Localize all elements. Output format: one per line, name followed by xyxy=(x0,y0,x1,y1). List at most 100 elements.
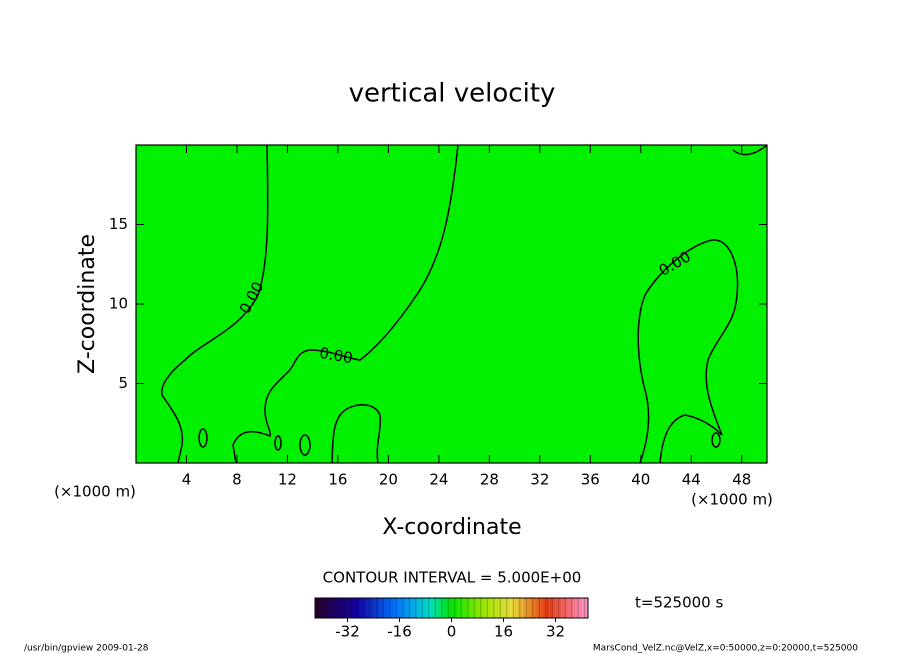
colorbar-cell xyxy=(549,598,553,618)
colorbar-cell xyxy=(393,598,397,618)
x-tick-label: 4 xyxy=(182,471,192,489)
x-tick-label: 44 xyxy=(682,471,701,489)
colorbar-cell xyxy=(321,598,326,618)
colorbar-cell xyxy=(555,598,560,618)
colorbar-cell xyxy=(422,598,426,618)
colorbar-cell xyxy=(526,598,530,618)
colorbar-cell xyxy=(487,598,491,618)
colorbar-cell xyxy=(562,598,566,618)
contour-line xyxy=(637,239,739,464)
colorbar-cell xyxy=(578,598,582,618)
colorbar-cell xyxy=(532,598,537,618)
colorbar-cell xyxy=(458,598,462,618)
contour-line xyxy=(274,435,282,451)
colorbar-cell xyxy=(318,598,322,618)
x-tick-label: 28 xyxy=(480,471,499,489)
colorbar-cell xyxy=(415,598,420,618)
contour-line xyxy=(331,404,382,464)
colorbar-cell xyxy=(558,598,563,618)
x-axis-title: X-coordinate xyxy=(382,515,521,540)
colorbar-cell xyxy=(445,598,449,618)
colorbar-cell xyxy=(552,598,556,618)
x-tick-label: 36 xyxy=(581,471,600,489)
colorbar-cell xyxy=(493,598,498,618)
colorbar-cell xyxy=(510,598,514,618)
colorbar-cell xyxy=(328,598,332,618)
colorbar-cell xyxy=(539,598,543,618)
footer: /usr/bin/gpview 2009-01-28 xyxy=(24,644,149,654)
colorbar-cell xyxy=(412,598,417,618)
colorbar-cell xyxy=(347,598,352,618)
y-tick-label: 10 xyxy=(109,295,128,313)
colorbar-cell xyxy=(428,598,433,618)
colorbar-tick-label: 16 xyxy=(494,623,513,641)
x-tick-label: 40 xyxy=(631,471,650,489)
colorbar-tick-label: -32 xyxy=(335,623,360,641)
contour-interval: CONTOUR INTERVAL = 5.000E+00 xyxy=(323,569,582,587)
contour-line xyxy=(732,144,768,156)
contour-line xyxy=(232,144,459,464)
colorbar-cell xyxy=(406,598,410,618)
colorbar-cell xyxy=(506,598,511,618)
time-label: t=525000 s xyxy=(635,594,723,612)
colorbar-cell xyxy=(435,598,439,618)
colorbar-cell xyxy=(341,598,345,618)
colorbar-cell xyxy=(419,598,423,618)
colorbar-cell xyxy=(432,598,436,618)
colorbar-cell xyxy=(464,598,469,618)
colorbar-cell xyxy=(448,598,452,618)
colorbar-cell xyxy=(568,598,573,618)
colorbar-tick-label: -16 xyxy=(387,623,412,641)
colorbar-cell xyxy=(438,598,443,618)
colorbar-cell xyxy=(337,598,342,618)
colorbar-cell xyxy=(575,598,579,618)
colorbar-cell xyxy=(324,598,329,618)
colorbar-cell xyxy=(370,598,374,618)
colorbar-cell xyxy=(503,598,508,618)
x-tick-label: 16 xyxy=(328,471,347,489)
y-tick-label: 15 xyxy=(109,215,128,233)
colorbar-cell xyxy=(461,598,465,618)
colorbar-cell xyxy=(350,598,355,618)
colorbar-cell xyxy=(581,598,586,618)
colorbar-cell xyxy=(360,598,365,618)
colorbar-cell xyxy=(441,598,446,618)
colorbar-cell xyxy=(542,598,547,618)
colorbar-cell xyxy=(357,598,361,618)
colorbar-cell xyxy=(490,598,495,618)
colorbar-cell xyxy=(516,598,521,618)
x-unit-label: (×1000 m) xyxy=(691,491,773,509)
contour-line xyxy=(299,434,311,456)
colorbar-cell xyxy=(367,598,371,618)
colorbar-cell xyxy=(380,598,384,618)
colorbar-cell xyxy=(389,598,394,618)
colorbar-cell xyxy=(399,598,404,618)
colorbar-cell xyxy=(523,598,527,618)
colorbar-cell xyxy=(383,598,387,618)
footer: MarsCond_VelZ.nc@VelZ,x=0:50000,z=0:2000… xyxy=(593,644,858,654)
colorbar-cell xyxy=(545,598,550,618)
colorbar-cell xyxy=(334,598,339,618)
colorbar-cell xyxy=(467,598,472,618)
colorbar-cell xyxy=(474,598,478,618)
colorbar-cell xyxy=(373,598,378,618)
colorbar-cell xyxy=(529,598,534,618)
colorbar-cell xyxy=(402,598,407,618)
colorbar-cell xyxy=(386,598,391,618)
x-tick-label: 20 xyxy=(379,471,398,489)
colorbar-cell xyxy=(471,598,475,618)
colorbar-tick-label: 0 xyxy=(447,623,457,641)
x-tick-label: 24 xyxy=(429,471,448,489)
contour-line xyxy=(198,428,208,448)
colorbar-cell xyxy=(584,598,589,618)
colorbar-cell xyxy=(484,598,488,618)
colorbar-cell xyxy=(500,598,504,618)
chart-title: vertical velocity xyxy=(349,79,556,109)
colorbar-cell xyxy=(454,598,459,618)
colorbar-cell xyxy=(480,598,485,618)
x-unit-label: (×1000 m) xyxy=(54,483,136,501)
contour-line xyxy=(161,144,269,464)
colorbar-cell xyxy=(331,598,335,618)
colorbar-cell xyxy=(396,598,400,618)
